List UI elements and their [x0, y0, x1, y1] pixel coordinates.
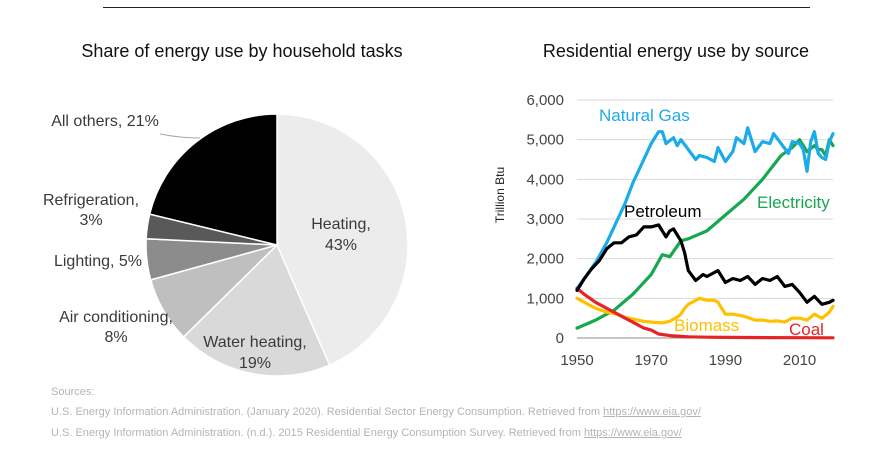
- source-citation-text: U.S. Energy Information Administration. …: [51, 406, 604, 418]
- pie-label-water-heating: 19%: [239, 355, 271, 372]
- pie-label-all-others: All others, 21%: [51, 113, 159, 130]
- pie-label-heating: 43%: [325, 237, 357, 254]
- pie-chart-title: Share of energy use by household tasks: [81, 41, 403, 61]
- y-tick-label: 5,000: [526, 132, 564, 149]
- line-chart-title: Residential energy use by source: [542, 41, 810, 61]
- series-line-petroleum: [575, 223, 835, 306]
- pie-label-heating: Heating,: [311, 216, 371, 233]
- y-tick-label: 0: [556, 330, 564, 347]
- pie-slice-all-others: [148, 113, 278, 246]
- pie-label-refrigeration: 3%: [79, 212, 102, 229]
- x-tick-label: 1950: [560, 352, 593, 369]
- y-tick-label: 4,000: [526, 171, 564, 188]
- source-citation-2: U.S. Energy Information Administration. …: [51, 427, 682, 439]
- y-tick-label: 6,000: [526, 92, 564, 109]
- series-line-biomass: [575, 296, 835, 325]
- x-tick-label: 1990: [709, 352, 742, 369]
- pie-label-lighting: Lighting, 5%: [54, 253, 142, 270]
- series-label-biomass: Biomass: [674, 316, 739, 335]
- series-label-electricity: Electricity: [757, 193, 830, 212]
- y-axis-label: Trillion Btu: [493, 167, 507, 223]
- series-label-coal: Coal: [789, 320, 824, 339]
- series-line-coal: [575, 286, 835, 340]
- source-citation-1: U.S. Energy Information Administration. …: [51, 406, 701, 418]
- source-link[interactable]: https://www.eia.gov/: [603, 406, 701, 418]
- x-tick-label: 2010: [783, 352, 816, 369]
- x-tick-label: 1970: [635, 352, 668, 369]
- source-link[interactable]: https://www.eia.gov/: [583, 427, 682, 439]
- y-tick-label: 3,000: [526, 211, 564, 228]
- y-tick-label: 2,000: [526, 251, 564, 268]
- leader-line-all-others: [159, 133, 201, 139]
- pie-label-air-conditioning: 8%: [104, 329, 127, 346]
- series-line-electricity: [575, 138, 835, 330]
- series-line-natural-gas: [575, 126, 835, 290]
- pie-slice-heating: [276, 113, 409, 366]
- pie-slice-water-heating: [182, 243, 331, 377]
- pie-label-air-conditioning: Air conditioning,: [59, 309, 173, 326]
- sources-heading: Sources:: [51, 386, 95, 398]
- pie-label-refrigeration: Refrigeration,: [43, 192, 139, 209]
- top-divider: [103, 7, 810, 8]
- source-citation-text: U.S. Energy Information Administration. …: [51, 427, 584, 439]
- y-tick-label: 1,000: [526, 290, 564, 307]
- series-label-natural-gas: Natural Gas: [599, 106, 690, 125]
- series-label-petroleum: Petroleum: [624, 202, 701, 221]
- pie-label-water-heating: Water heating,: [203, 334, 306, 351]
